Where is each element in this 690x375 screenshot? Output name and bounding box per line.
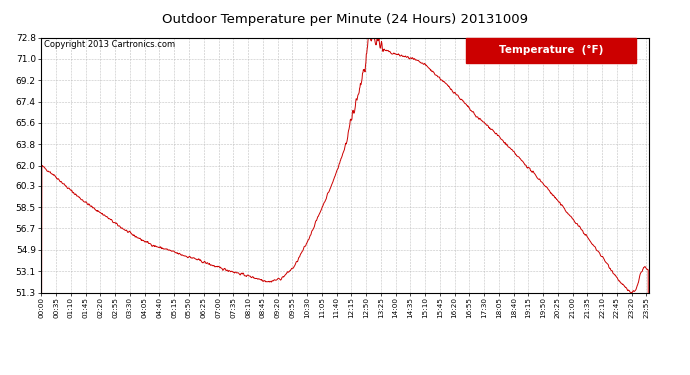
Text: Outdoor Temperature per Minute (24 Hours) 20131009: Outdoor Temperature per Minute (24 Hours…	[162, 13, 528, 26]
Text: Copyright 2013 Cartronics.com: Copyright 2013 Cartronics.com	[44, 40, 175, 49]
Bar	[466, 38, 636, 63]
Text: Temperature  (°F): Temperature (°F)	[500, 45, 604, 55]
